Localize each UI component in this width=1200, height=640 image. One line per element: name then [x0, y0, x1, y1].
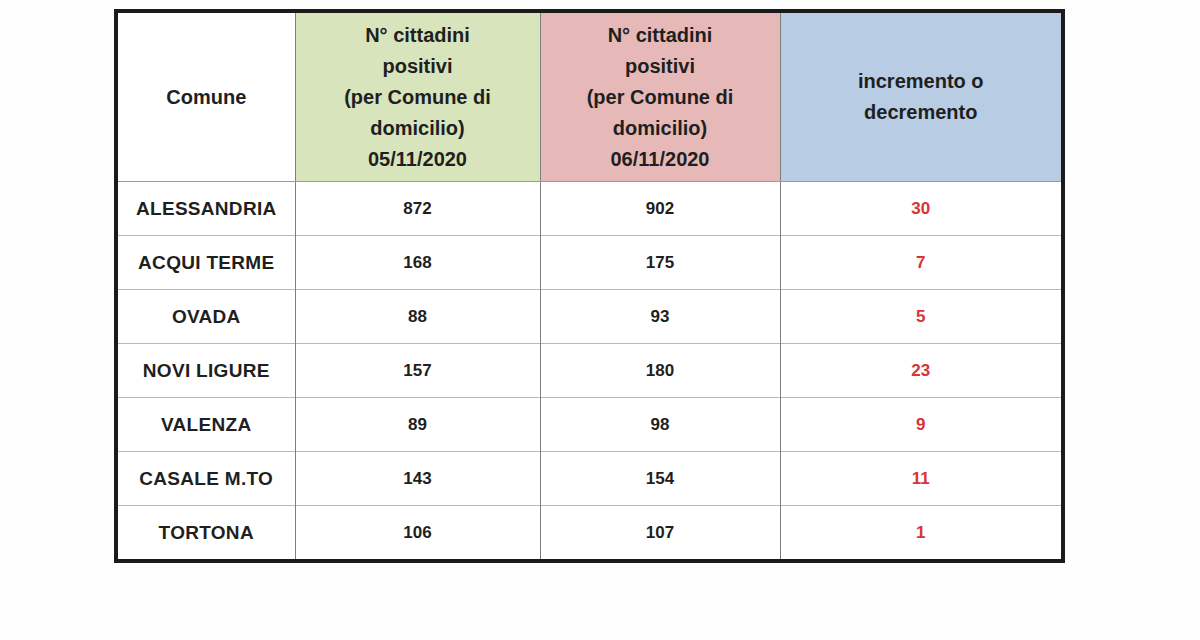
table-row: ACQUI TERME 168 175 7	[116, 236, 1063, 290]
positivi-05-value: 168	[295, 236, 540, 290]
comune-name: VALENZA	[116, 398, 295, 452]
delta-value: 5	[780, 290, 1063, 344]
delta-value: 9	[780, 398, 1063, 452]
delta-value: 1	[780, 506, 1063, 562]
comune-name: TORTONA	[116, 506, 295, 562]
delta-value: 30	[780, 182, 1063, 236]
header-incremento-decremento: incremento o decremento	[780, 11, 1063, 182]
positivi-06-value: 107	[540, 506, 780, 562]
comune-name: NOVI LIGURE	[116, 344, 295, 398]
positivi-06-value: 180	[540, 344, 780, 398]
positivi-06-value: 154	[540, 452, 780, 506]
header-positivi-05-11: N° cittadini positivi (per Comune di dom…	[295, 11, 540, 182]
positivi-per-comune-table: Comune N° cittadini positivi (per Comune…	[114, 9, 1065, 563]
positivi-05-value: 89	[295, 398, 540, 452]
delta-value: 11	[780, 452, 1063, 506]
positivi-05-value: 106	[295, 506, 540, 562]
delta-value: 23	[780, 344, 1063, 398]
header-row: Comune N° cittadini positivi (per Comune…	[116, 11, 1063, 182]
table-row: VALENZA 89 98 9	[116, 398, 1063, 452]
table-row: OVADA 88 93 5	[116, 290, 1063, 344]
delta-value: 7	[780, 236, 1063, 290]
comune-name: OVADA	[116, 290, 295, 344]
header-positivi-06-11: N° cittadini positivi (per Comune di dom…	[540, 11, 780, 182]
table-row: ALESSANDRIA 872 902 30	[116, 182, 1063, 236]
positivi-06-value: 175	[540, 236, 780, 290]
comune-name: ACQUI TERME	[116, 236, 295, 290]
positivi-05-value: 872	[295, 182, 540, 236]
positivi-06-value: 98	[540, 398, 780, 452]
positivi-05-value: 143	[295, 452, 540, 506]
positivi-05-value: 157	[295, 344, 540, 398]
table-row: TORTONA 106 107 1	[116, 506, 1063, 562]
table-row: CASALE M.TO 143 154 11	[116, 452, 1063, 506]
positivi-05-value: 88	[295, 290, 540, 344]
comune-name: ALESSANDRIA	[116, 182, 295, 236]
header-comune: Comune	[116, 11, 295, 182]
positivi-06-value: 93	[540, 290, 780, 344]
comune-name: CASALE M.TO	[116, 452, 295, 506]
page: Comune N° cittadini positivi (per Comune…	[0, 0, 1200, 640]
table-row: NOVI LIGURE 157 180 23	[116, 344, 1063, 398]
positivi-06-value: 902	[540, 182, 780, 236]
